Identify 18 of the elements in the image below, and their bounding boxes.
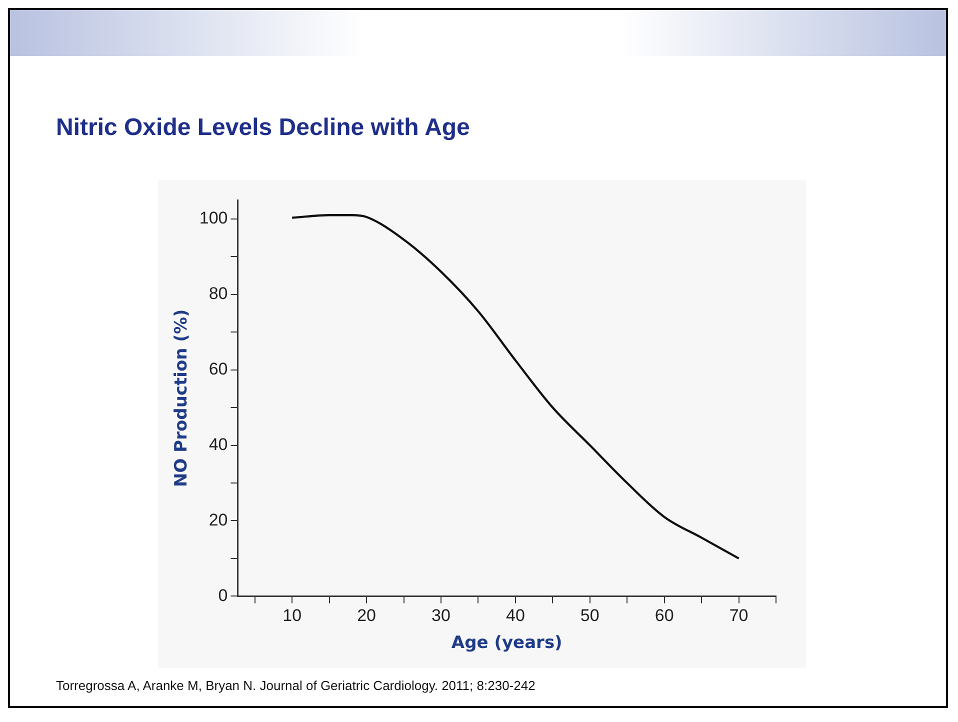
y-tick-label: 40 [208,434,228,454]
x-tick-label: 50 [580,606,600,626]
x-tick-label: 30 [432,606,450,626]
x-tick-label: 70 [729,606,748,626]
line-series [291,214,740,560]
y-tick-label: 20 [208,510,228,530]
y-tick-label: 100 [199,208,228,228]
x-tick-label: 40 [506,606,525,626]
x-tick-label: 20 [357,606,376,626]
x-axis-title: Age (years) [451,633,562,654]
y-tick-label: 80 [208,284,228,304]
y-axis-title: NO Production (%) [172,309,192,487]
chart-title: Nitric Oxide Levels Decline with Age [56,114,470,142]
text: Torregrossa A, Aranke M, Bryan N. Journal of Geriatric Cardiology. 2011; 8:230-242 [56,678,536,693]
y-tick-label: 0 [218,586,228,605]
x-tick-label: 60 [654,606,674,626]
x-tick-label: 10 [282,606,302,626]
y-tick-label: 60 [208,359,228,378]
